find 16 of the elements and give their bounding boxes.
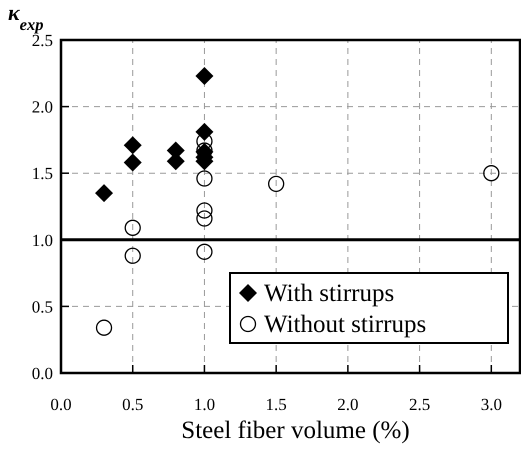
- x-tick-label: 2.5: [408, 395, 430, 414]
- x-tick-label: 0.5: [122, 395, 144, 414]
- x-axis-title: Steel fiber volume (%): [181, 417, 410, 444]
- y-tick-label: 1.0: [32, 230, 53, 250]
- x-tick-label: 1.5: [266, 395, 287, 414]
- y-tick-label: 1.5: [32, 164, 53, 184]
- y-tick-label: 0.5: [32, 297, 53, 316]
- x-tick-label: 2.0: [337, 395, 358, 414]
- y-axis-title: κ$_{exp}$: [8, 0, 44, 34]
- x-tick-label: 1.0: [194, 395, 216, 414]
- y-tick-label: 0.0: [32, 364, 53, 383]
- y-tick-label: 2.0: [32, 98, 53, 117]
- x-tick-label: 3.0: [480, 395, 502, 414]
- legend-label: With stirrups: [264, 280, 394, 307]
- legend-label: Without stirrups: [264, 311, 426, 338]
- x-tick-label: 0.0: [50, 395, 72, 414]
